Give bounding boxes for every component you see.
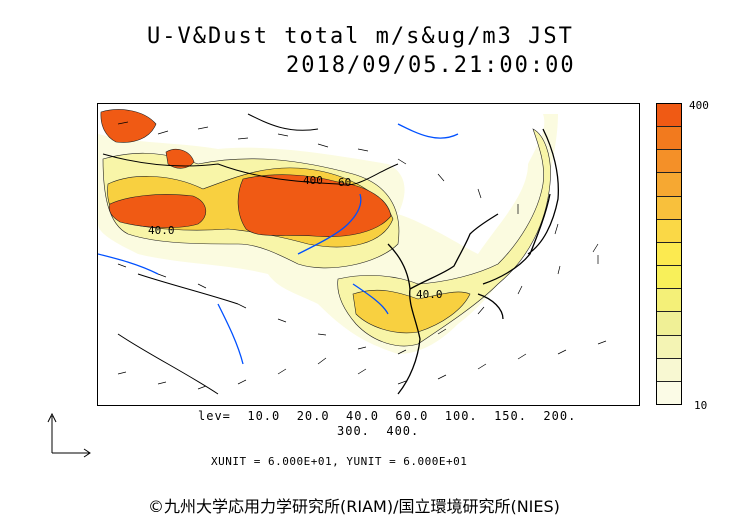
copyright-text: ©九州大学応用力学研究所(RIAM)/国立環境研究所(NIES) — [148, 497, 560, 516]
colorbar-segment — [657, 242, 681, 267]
levels-line1: lev= 10.0 20.0 40.0 60.0 100. 150. 200. — [198, 409, 577, 423]
colorbar-segment — [657, 358, 681, 382]
chart-datetime: 2018/09/05.21:00:00 — [286, 53, 576, 78]
rivers — [98, 123, 459, 365]
contour-label: 400 — [303, 174, 323, 187]
chart-title: U-V&Dust total m/s&ug/m3 JST — [147, 24, 574, 49]
colorbar-segment — [657, 312, 681, 336]
reference-vector-icon — [47, 412, 91, 458]
colorbar-segment — [657, 173, 681, 197]
unit-text: XUNIT = 6.000E+01, YUNIT = 6.000E+01 — [211, 455, 468, 468]
wind-vectors — [117, 121, 607, 390]
colorbar-segment — [657, 335, 681, 359]
colorbar — [656, 103, 682, 405]
border-lines — [102, 113, 399, 395]
colorbar-segment — [657, 381, 681, 405]
dust-map: 40.0 60 400 40.0 — [97, 103, 640, 406]
colorbar-max-label: 400 — [689, 99, 709, 112]
colorbar-segment — [657, 104, 681, 128]
dust-high-region-c — [237, 174, 392, 237]
colorbar-min-label: 10 — [694, 399, 708, 412]
dust-high-region-nw — [100, 109, 157, 143]
dust-mid-region-east — [352, 289, 471, 334]
colorbar-segment — [657, 289, 681, 313]
contour-label: 40.0 — [416, 288, 443, 301]
colorbar-segment — [657, 219, 681, 243]
dust-high-region-w — [109, 194, 206, 228]
colorbar-segment — [657, 127, 681, 151]
colorbar-segment — [657, 266, 681, 290]
colorbar-segment — [657, 196, 681, 220]
contour-label: 60 — [338, 176, 351, 189]
map-canvas: 40.0 60 400 40.0 — [98, 109, 607, 395]
colorbar-segment — [657, 150, 681, 174]
dust-high-region-small — [165, 149, 195, 169]
coastline — [387, 128, 559, 395]
contour-label: 40.0 — [148, 224, 175, 237]
levels-line2: 300. 400. — [337, 424, 420, 438]
